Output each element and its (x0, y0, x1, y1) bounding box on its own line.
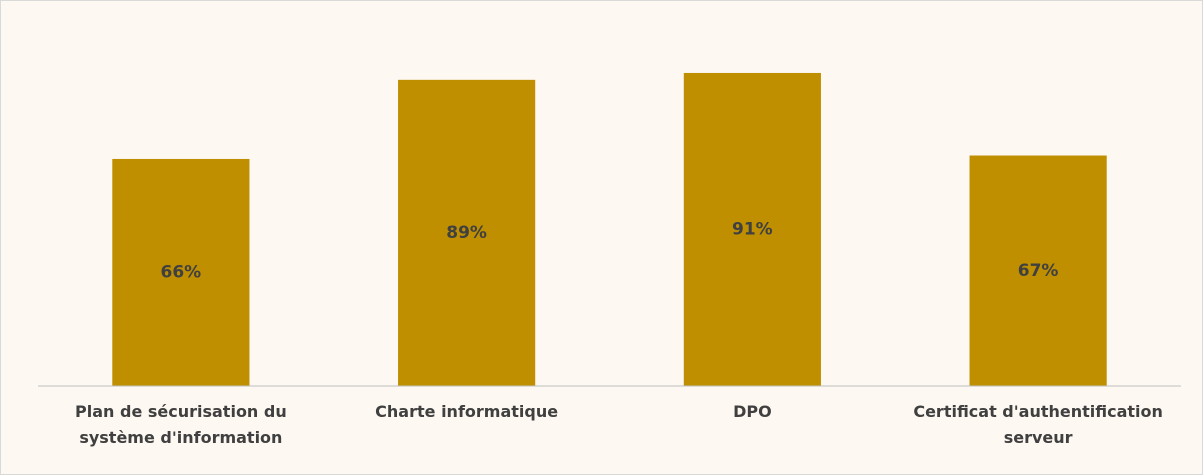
data-label: 66% (161, 262, 202, 282)
bar (969, 155, 1107, 386)
data-label: 89% (446, 223, 487, 243)
bar (112, 158, 250, 386)
x-tick-label: DPO (733, 402, 772, 421)
x-tick-label: Charte informatique (375, 402, 559, 421)
bar (398, 79, 536, 386)
data-label: 67% (1018, 261, 1059, 281)
x-tick-label: Certificat d'authentification serveur (913, 402, 1163, 447)
data-label: 91% (732, 219, 773, 239)
bar (683, 72, 821, 387)
x-tick-label: Plan de sécurisation du système d'inform… (75, 402, 287, 447)
